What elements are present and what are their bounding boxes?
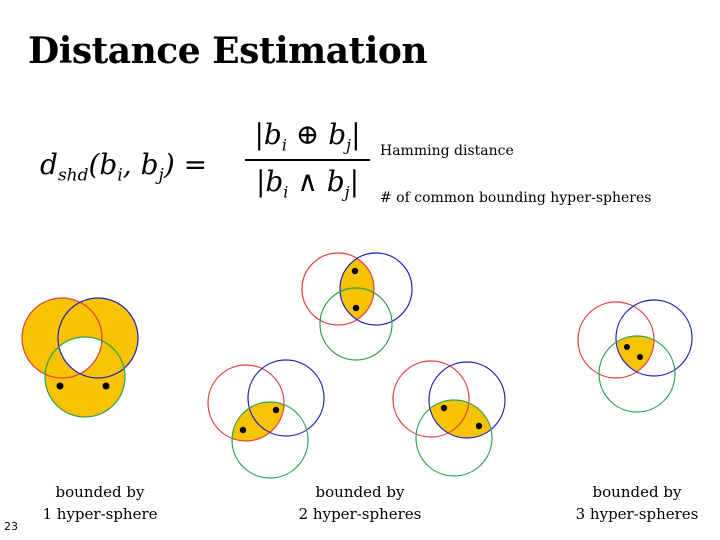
numerator-note: Hamming distance <box>380 143 514 159</box>
data-point <box>637 354 643 360</box>
red-circle <box>21 297 103 379</box>
caption-line: 1 hyper-sphere <box>42 505 158 523</box>
formula-d: d <box>40 148 58 181</box>
caption-line: bounded by <box>55 483 145 501</box>
fraction-bar <box>245 158 370 161</box>
venn-two-spheres-right <box>392 360 506 477</box>
formula-args-open: (b <box>88 148 118 181</box>
den-i-sub: i <box>283 182 289 202</box>
venn-two-spheres-left <box>207 359 325 479</box>
blue-circle <box>615 299 693 377</box>
data-point <box>624 344 630 350</box>
caption-two-spheres: bounded by 2 hyper-spheres <box>280 481 440 525</box>
formula-i-sub: i <box>117 165 123 186</box>
page-number: 23 <box>4 520 18 533</box>
num-left: |b <box>254 118 282 151</box>
den-op: ∧ b <box>288 164 345 198</box>
formula-fraction: |bi ⊕ bj| |bi ∧ bj| <box>245 118 370 201</box>
green-circle <box>415 399 493 477</box>
denominator-note: # of common bounding hyper-spheres <box>380 190 652 206</box>
data-point <box>352 304 360 312</box>
slide-title: Distance Estimation <box>28 30 428 72</box>
red-circle <box>301 252 375 326</box>
data-point <box>351 267 359 275</box>
formula-comma: , b <box>122 148 159 181</box>
num-i-sub: i <box>281 135 287 155</box>
venn-one-sphere <box>21 297 139 418</box>
fill-green-only <box>45 337 125 417</box>
caption-line: 2 hyper-spheres <box>298 505 422 523</box>
caption-line: 3 hyper-spheres <box>575 505 699 523</box>
blue-circle <box>339 252 413 326</box>
data-point <box>102 382 110 390</box>
venn-two-spheres-top <box>301 252 413 361</box>
data-point <box>239 426 247 434</box>
caption-line: bounded by <box>592 483 682 501</box>
data-point <box>56 382 64 390</box>
den-right: | <box>349 164 360 198</box>
den-left: |b <box>255 164 284 198</box>
green-circle <box>231 401 309 479</box>
blue-circle <box>247 359 325 437</box>
formula-shd-sub: shd <box>57 165 89 186</box>
green-circle <box>598 335 676 413</box>
formula-numerator: |bi ⊕ bj| <box>245 118 370 155</box>
green-circle <box>319 287 393 361</box>
formula-lhs: dshd(bi, bj) = <box>40 148 207 186</box>
red-circle <box>207 364 285 442</box>
distance-formula: dshd(bi, bj) = |bi ⊕ bj| |bi ∧ bj| <box>40 118 370 218</box>
data-point <box>440 404 448 412</box>
formula-denominator: |bi ∧ bj| <box>245 165 370 202</box>
formula-j-sub: j <box>158 165 164 186</box>
formula-args-close: ) = <box>163 148 208 181</box>
data-point <box>475 422 483 430</box>
blue-circle <box>428 361 506 439</box>
data-point <box>272 406 280 414</box>
green-circle <box>44 336 126 418</box>
num-right: | <box>351 118 361 151</box>
caption-three-spheres: bounded by 3 hyper-spheres <box>557 481 717 525</box>
fill-blue-green <box>429 400 492 438</box>
num-j-sub: j <box>346 135 352 155</box>
caption-line: bounded by <box>315 483 405 501</box>
num-op: ⊕ b <box>286 118 347 151</box>
caption-one-sphere: bounded by 1 hyper-sphere <box>20 481 180 525</box>
venn-three-spheres <box>577 299 693 413</box>
den-j-sub: j <box>344 182 350 202</box>
blue-circle <box>57 297 139 379</box>
red-circle <box>392 360 470 438</box>
